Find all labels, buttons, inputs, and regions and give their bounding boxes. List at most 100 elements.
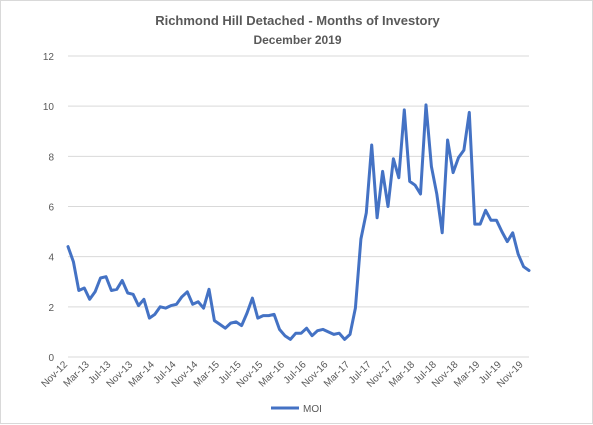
data-point	[67, 246, 69, 248]
data-point	[517, 253, 519, 255]
data-point	[121, 279, 123, 281]
data-point	[143, 298, 145, 300]
data-point	[430, 165, 432, 167]
data-point	[403, 109, 405, 111]
data-point	[219, 323, 221, 325]
data-point	[192, 303, 194, 305]
legend: MOI	[271, 404, 322, 415]
data-point	[382, 170, 384, 172]
data-point	[170, 305, 172, 307]
data-point	[295, 332, 297, 334]
data-point	[268, 315, 270, 317]
legend-label-moi: MOI	[303, 404, 322, 415]
data-point	[479, 223, 481, 225]
data-point	[512, 232, 514, 234]
data-point	[279, 328, 281, 330]
data-point	[327, 331, 329, 333]
data-point	[175, 303, 177, 305]
chart-subtitle: December 2019	[253, 33, 341, 47]
data-point	[338, 332, 340, 334]
data-point	[436, 193, 438, 195]
data-point	[398, 177, 400, 179]
gridlines	[68, 55, 529, 358]
data-point	[251, 297, 253, 299]
data-point	[241, 325, 243, 327]
data-point	[501, 231, 503, 233]
data-point	[387, 206, 389, 208]
data-point	[203, 307, 205, 309]
data-point	[452, 172, 454, 174]
data-point	[463, 149, 465, 151]
y-axis-ticks: 0 2 4 6 8 10 12	[43, 52, 55, 364]
data-point	[289, 338, 291, 340]
data-point	[257, 317, 259, 319]
data-point	[441, 232, 443, 234]
data-point	[138, 305, 140, 307]
data-point	[262, 315, 264, 317]
data-point	[224, 327, 226, 329]
data-point	[165, 307, 167, 309]
data-point	[349, 333, 351, 335]
data-point	[371, 144, 373, 146]
y-tick-label: 2	[48, 303, 54, 314]
data-point	[273, 313, 275, 315]
y-tick-label: 10	[43, 102, 55, 113]
data-point	[148, 317, 150, 319]
data-point	[409, 180, 411, 182]
data-point	[181, 296, 183, 298]
data-point	[154, 313, 156, 315]
data-point	[333, 333, 335, 335]
series-group	[66, 103, 531, 341]
data-point	[376, 217, 378, 219]
data-point	[110, 290, 112, 292]
data-point	[284, 335, 286, 337]
data-point	[468, 111, 470, 113]
data-point	[235, 321, 237, 323]
data-point	[197, 301, 199, 303]
data-point	[105, 276, 107, 278]
data-point	[425, 104, 427, 106]
data-point	[230, 322, 232, 324]
data-point	[474, 223, 476, 225]
data-point	[365, 212, 367, 214]
data-point	[523, 266, 525, 268]
x-axis-ticks: Nov-12Mar-13Jul-13Nov-13Mar-14Jul-14Nov-…	[40, 359, 526, 390]
y-tick-label: 4	[48, 253, 54, 264]
data-point	[159, 306, 161, 308]
data-point	[322, 328, 324, 330]
data-point	[132, 293, 134, 295]
data-point	[306, 327, 308, 329]
data-point	[344, 338, 346, 340]
chart-title: Richmond Hill Detached - Months of Inves…	[155, 13, 440, 28]
data-point	[495, 219, 497, 221]
series-line-moi	[66, 103, 531, 341]
data-point	[213, 320, 215, 322]
data-point	[316, 330, 318, 332]
data-point	[414, 184, 416, 186]
y-tick-label: 8	[48, 152, 54, 163]
data-point	[246, 312, 248, 314]
data-point	[360, 238, 362, 240]
y-tick-label: 0	[48, 353, 54, 364]
data-point	[490, 219, 492, 221]
data-point	[186, 291, 188, 293]
data-point	[485, 209, 487, 211]
data-point	[420, 193, 422, 195]
data-point	[300, 332, 302, 334]
data-point	[528, 269, 530, 271]
y-tick-label: 6	[48, 203, 54, 214]
data-point	[94, 291, 96, 293]
data-point	[447, 139, 449, 141]
data-point	[457, 157, 459, 159]
data-point	[311, 335, 313, 337]
data-point	[72, 261, 74, 263]
data-point	[116, 288, 118, 290]
data-point	[506, 241, 508, 243]
data-point	[89, 298, 91, 300]
data-point	[392, 158, 394, 160]
y-tick-label: 12	[43, 52, 55, 63]
data-point	[78, 290, 80, 292]
data-point	[100, 277, 102, 279]
